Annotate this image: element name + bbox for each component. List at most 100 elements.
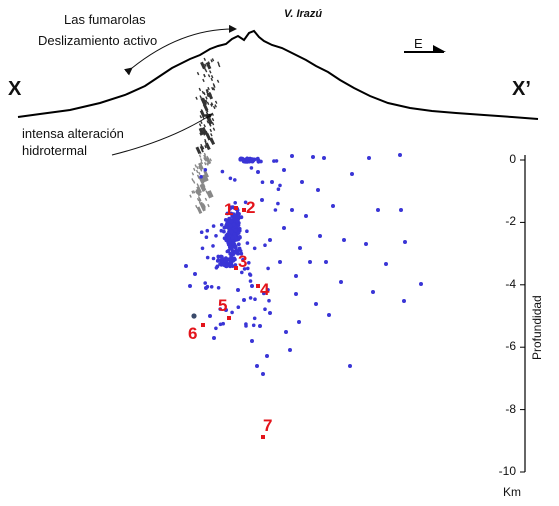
seismic-event-dot (261, 372, 265, 376)
seismic-event-dot (233, 178, 237, 182)
cluster-label-1: 1 (224, 200, 234, 219)
seismic-event-dot (188, 284, 192, 288)
alteration-streak (204, 63, 207, 67)
seismic-event-dot (229, 229, 234, 234)
seismic-event-dot (205, 228, 210, 233)
seismic-event-dot (276, 201, 280, 206)
alteration-streak (195, 188, 202, 197)
alteration-streak (214, 100, 218, 104)
seismicity-scatter (184, 153, 423, 376)
volcano-title: V. Irazú (284, 8, 323, 20)
alteration-streak (199, 198, 202, 202)
seismic-event-dot (297, 320, 301, 324)
alteration-streak (195, 169, 199, 174)
depth-axis-label: Profundidad (530, 295, 544, 360)
seismic-event-dot (233, 228, 238, 233)
alteration-streak (200, 120, 203, 125)
alteration-streak (198, 165, 201, 170)
seismic-event-dot (240, 270, 244, 275)
alteration-streak (200, 109, 204, 113)
alteration-streak (204, 114, 208, 118)
alteration-streak (204, 145, 207, 149)
alteration-streak (202, 174, 208, 182)
alteration-streak (210, 133, 213, 137)
east-arrow-icon (404, 45, 446, 53)
alteration-streak (210, 59, 213, 63)
seismic-event-dot (255, 364, 259, 368)
seismic-event-dot (252, 246, 257, 251)
depth-tick-label-5: -10 (498, 464, 516, 478)
alteration-streak (207, 203, 210, 208)
seismic-event-dot (294, 274, 298, 278)
alteration-streak (212, 127, 216, 131)
seismic-event-dot (241, 257, 245, 262)
alteration-streak (206, 93, 210, 98)
alteration-streak (191, 190, 194, 194)
alteration-streak (210, 77, 214, 82)
seismic-event-dot (272, 159, 276, 163)
seismic-event-dot (278, 183, 282, 188)
seismic-event-dot (371, 290, 375, 294)
seismic-event-dot (316, 188, 320, 192)
alteration-streak (198, 123, 202, 127)
seismic-event-dot (228, 251, 233, 256)
alteration-streak (205, 177, 209, 181)
seismic-event-dot (208, 314, 212, 318)
alteration-streak (211, 112, 214, 116)
seismic-event-dot (249, 166, 254, 170)
seismic-event-dot (216, 254, 221, 259)
seismic-event-dot (350, 172, 354, 176)
seismic-event-dot (274, 159, 279, 163)
alteration-streak (204, 197, 208, 202)
seismic-event-dot (311, 155, 315, 159)
alteration-streak (203, 74, 206, 78)
alteration-streak (209, 95, 212, 99)
alteration-streak (207, 158, 211, 162)
seismic-event-dot (327, 313, 331, 317)
alteration-streak (206, 88, 209, 93)
alteration-streak (199, 95, 202, 99)
cluster-marker-7 (261, 435, 265, 439)
seismic-event-dot (402, 299, 406, 303)
seismic-event-dot (398, 153, 402, 157)
seismic-event-dot (260, 180, 265, 184)
seismic-event-dot (227, 217, 232, 222)
seismic-event-dot (322, 156, 326, 160)
label-alteracion-2: hidrotermal (22, 143, 88, 158)
alteration-streak (196, 206, 203, 215)
seismic-event-dot (248, 279, 253, 283)
seismic-event-dot (205, 255, 210, 260)
alteration-streak (204, 138, 207, 143)
seismic-event-dot (348, 364, 352, 368)
seismic-event-dot (251, 323, 256, 328)
seismic-event-dot (223, 258, 228, 263)
seismic-event-dot (230, 310, 234, 315)
seismic-event-dot (298, 246, 302, 250)
seismic-event-dot (270, 180, 274, 184)
cluster-marker-5 (227, 316, 231, 320)
alteration-streak (198, 162, 204, 171)
alteration-streak (201, 149, 204, 153)
seismic-event-dot (225, 211, 230, 216)
depth-tick-label-3: -6 (505, 339, 516, 354)
seismic-event-dot (294, 292, 298, 296)
seismic-event-dot (199, 230, 204, 234)
alteration-streak (202, 116, 205, 120)
alteration-streak (205, 190, 208, 194)
seismic-event-dot (219, 223, 224, 227)
direction-label: E (414, 36, 423, 51)
alteration-streak (196, 183, 200, 187)
seismic-event-dot (342, 238, 346, 242)
seismic-event-dot (233, 201, 237, 205)
label-fumarolas: Las fumarolas (64, 12, 146, 27)
section-label-left: X (8, 78, 22, 100)
seismic-event-dot (403, 240, 407, 244)
alteration-streak (195, 96, 198, 100)
cluster-label-7: 7 (263, 416, 273, 435)
seismic-event-dot (304, 214, 308, 218)
seismic-event-dot (267, 298, 271, 303)
seismic-event-dot (236, 305, 241, 310)
alteration-streak (198, 127, 205, 136)
seismic-event-dot (266, 288, 270, 292)
